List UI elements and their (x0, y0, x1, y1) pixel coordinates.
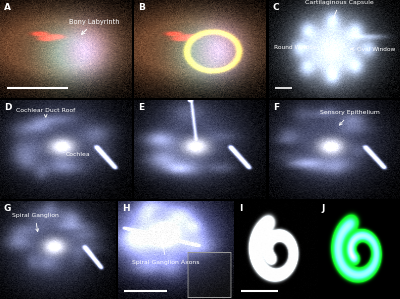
Text: B: B (138, 3, 145, 12)
Text: Spiral Ganglion: Spiral Ganglion (12, 213, 58, 232)
Text: Bony Labyrinth: Bony Labyrinth (69, 19, 120, 34)
Text: J: J (322, 204, 325, 213)
Text: Oval Window: Oval Window (351, 47, 395, 51)
Text: G: G (4, 204, 11, 213)
Text: Spiral Ganglion Axons: Spiral Ganglion Axons (132, 244, 200, 265)
Text: D: D (4, 103, 12, 112)
Text: H: H (122, 204, 129, 213)
Text: F: F (273, 103, 279, 112)
Text: Round Window: Round Window (274, 45, 318, 50)
Text: Sensory Epithelium: Sensory Epithelium (320, 110, 380, 125)
Text: Cartilaginous Capsule: Cartilaginous Capsule (305, 0, 374, 19)
Text: A: A (4, 3, 11, 12)
Text: E: E (138, 103, 144, 112)
Text: C: C (273, 3, 280, 12)
Text: Cochlear Duct Roof: Cochlear Duct Roof (16, 108, 75, 117)
Text: Cochlea: Cochlea (63, 142, 90, 158)
Text: I: I (239, 204, 242, 213)
